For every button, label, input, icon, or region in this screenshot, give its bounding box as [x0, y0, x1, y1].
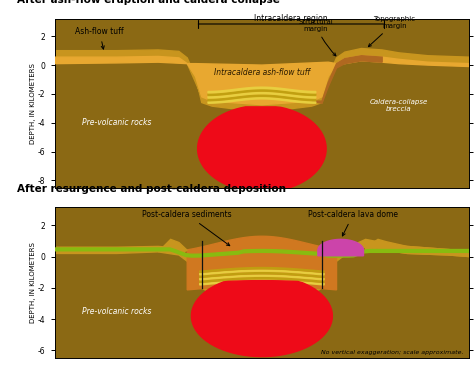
- Polygon shape: [200, 280, 324, 285]
- Text: Granitic pluton: Granitic pluton: [231, 318, 293, 327]
- Text: Topographic
margin: Topographic margin: [368, 16, 416, 47]
- Text: Pre-volcanic rocks: Pre-volcanic rocks: [82, 307, 151, 316]
- Text: Post-caldera lava dome: Post-caldera lava dome: [308, 210, 398, 236]
- Polygon shape: [208, 90, 316, 96]
- Polygon shape: [55, 240, 469, 297]
- Polygon shape: [208, 97, 316, 103]
- Text: Structural
margin: Structural margin: [299, 19, 336, 56]
- Text: Intracaldera region: Intracaldera region: [254, 14, 328, 23]
- Text: Post-caldera sediments: Post-caldera sediments: [142, 210, 232, 246]
- Polygon shape: [198, 107, 326, 192]
- Polygon shape: [55, 19, 469, 188]
- Polygon shape: [200, 273, 324, 277]
- Polygon shape: [55, 248, 469, 257]
- Polygon shape: [158, 240, 187, 254]
- Text: No vertical exaggeration; scale approximate.: No vertical exaggeration; scale approxim…: [320, 350, 463, 355]
- Text: Granitic pluton: Granitic pluton: [231, 144, 293, 153]
- Polygon shape: [55, 207, 469, 358]
- Polygon shape: [200, 270, 324, 275]
- Polygon shape: [208, 95, 316, 101]
- Polygon shape: [187, 236, 337, 290]
- Text: After resurgence and post-caldera deposition: After resurgence and post-caldera deposi…: [17, 185, 286, 194]
- Polygon shape: [312, 56, 382, 103]
- Polygon shape: [208, 92, 316, 98]
- Polygon shape: [318, 240, 364, 256]
- Text: Intracaldera ash-flow tuff: Intracaldera ash-flow tuff: [214, 68, 310, 77]
- Text: After ash-flow eruption and caldera collapse: After ash-flow eruption and caldera coll…: [17, 0, 280, 5]
- Polygon shape: [191, 280, 332, 357]
- Polygon shape: [55, 56, 187, 64]
- Polygon shape: [208, 87, 316, 93]
- Text: Caldera-collapse
breccia: Caldera-collapse breccia: [370, 99, 428, 112]
- Polygon shape: [337, 56, 469, 67]
- Y-axis label: DEPTH, IN KILOMETERS: DEPTH, IN KILOMETERS: [30, 242, 36, 323]
- Polygon shape: [200, 275, 324, 280]
- Y-axis label: DEPTH, IN KILOMETERS: DEPTH, IN KILOMETERS: [30, 63, 36, 144]
- Polygon shape: [55, 49, 469, 111]
- Polygon shape: [187, 62, 337, 105]
- Polygon shape: [365, 240, 469, 257]
- Polygon shape: [200, 277, 324, 282]
- Text: Pre-volcanic rocks: Pre-volcanic rocks: [82, 118, 151, 127]
- Text: Ash-flow tuff: Ash-flow tuff: [75, 27, 124, 49]
- Polygon shape: [200, 268, 324, 273]
